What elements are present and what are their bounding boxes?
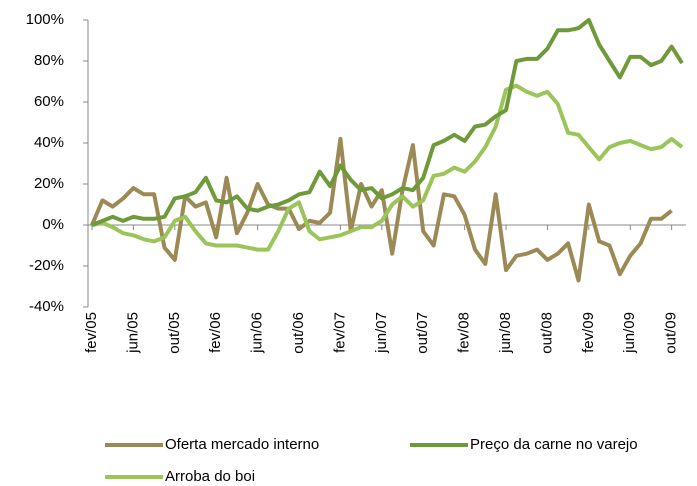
x-tick-label: fev/09 [580,312,597,353]
y-tick-label: 100% [26,11,64,28]
x-tick-label: out/08 [538,312,555,354]
x-tick-label: jun/07 [373,312,390,354]
x-tick-label: jun/08 [497,312,514,354]
x-tick-label: jun/05 [124,312,141,354]
x-tick-label: fev/06 [207,312,224,353]
x-tick-label: out/07 [414,312,431,354]
series-line [91,83,684,252]
x-tick-label: fev/05 [83,312,100,353]
x-tick-label: out/05 [166,312,183,354]
series-line [90,136,673,283]
x-tick-label: jun/06 [249,312,266,354]
x-tick-label: out/06 [290,312,307,354]
y-tick-label: 40% [34,134,64,151]
series-line [91,18,684,227]
y-tick-label: 80% [34,52,64,69]
y-tick-label: 0% [42,216,64,233]
legend-label: Oferta mercado interno [165,436,319,453]
x-tick-label: fev/08 [456,312,473,353]
legend-label: Preço da carne no varejo [470,436,638,453]
x-tick-label: fev/07 [331,312,348,353]
y-tick-label: 20% [34,175,64,192]
y-tick-label: -40% [29,298,64,315]
legend-label: Arroba do boi [165,468,255,485]
y-tick-label: 60% [34,93,64,110]
y-tick-label: -20% [29,257,64,274]
x-tick-label: jun/09 [621,312,638,354]
x-tick-label: out/09 [663,312,680,354]
